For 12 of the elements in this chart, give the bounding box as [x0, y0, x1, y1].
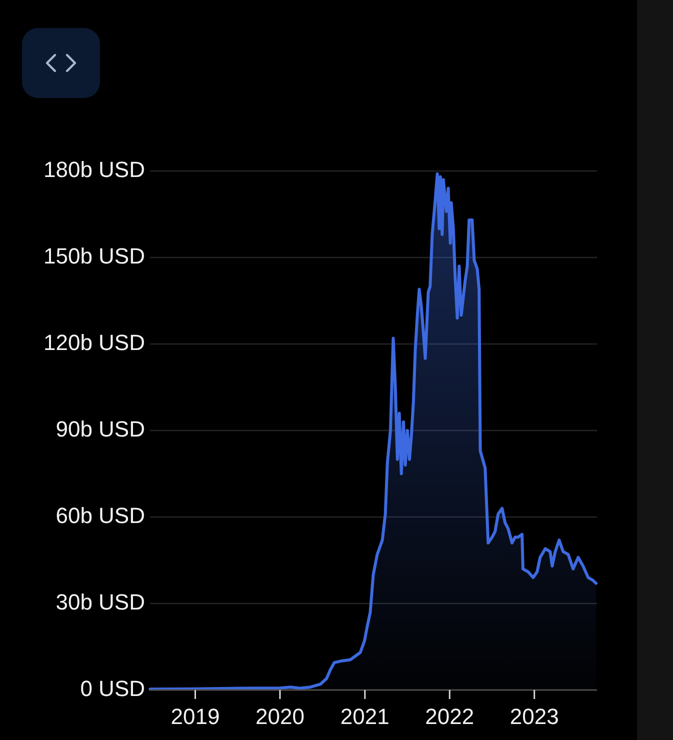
x-tick-label: 2023	[510, 704, 559, 729]
x-tick-label: 2020	[255, 704, 304, 729]
x-tick-label: 2021	[340, 704, 390, 729]
y-tick-label: 0 USD	[80, 676, 145, 701]
y-tick-label: 30b USD	[56, 589, 145, 614]
x-tick-label: 2022	[425, 704, 474, 729]
x-tick-label: 2019	[170, 704, 220, 729]
y-tick-label: 90b USD	[56, 416, 145, 442]
y-tick-label: 180b USD	[43, 156, 145, 182]
y-tick-label: 120b USD	[43, 330, 145, 355]
y-tick-label: 60b USD	[56, 502, 145, 528]
y-tick-label: 150b USD	[43, 243, 145, 268]
